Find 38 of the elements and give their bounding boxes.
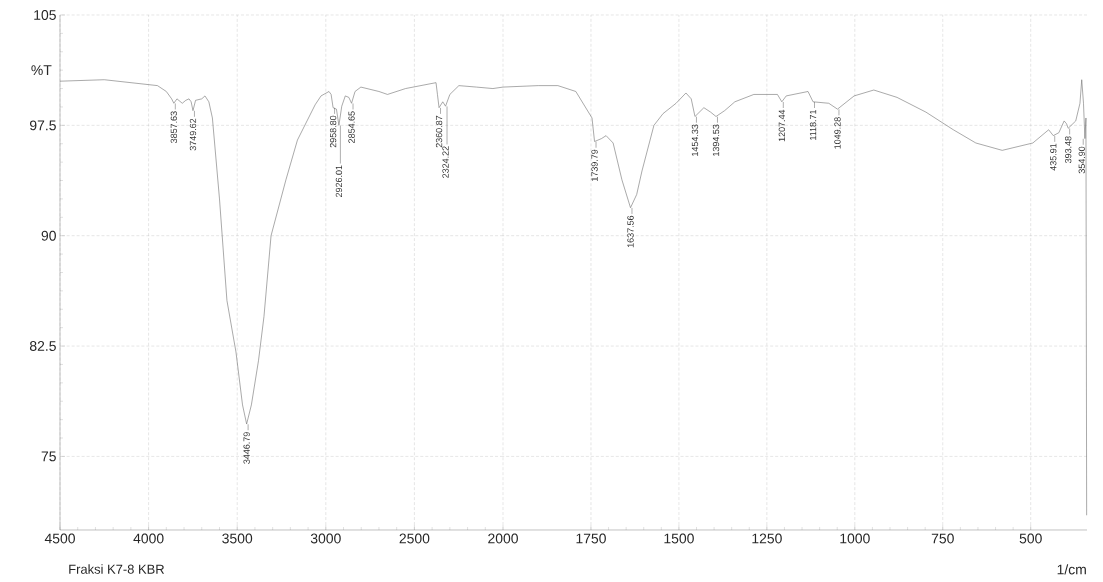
x-tick-label: 1250 xyxy=(752,533,782,544)
x-tick-label: 4000 xyxy=(133,533,164,544)
annotation: 1739.79 xyxy=(591,149,598,181)
annotation: 3749.62 xyxy=(189,118,197,151)
annotation: 3857.63 xyxy=(170,111,178,144)
annotation: 3446.79 xyxy=(243,432,250,464)
annotation: 1637.56 xyxy=(627,215,634,248)
annotation: 2854.65 xyxy=(348,111,355,143)
annotation: 2958.80 xyxy=(329,115,337,148)
annotation: 1118.71 xyxy=(809,109,817,140)
annotation: 1454.33 xyxy=(691,124,699,156)
y-tick-label: 82.5 xyxy=(29,341,56,351)
x-tick-label: 500 xyxy=(1019,533,1042,544)
x-tick-label: 2500 xyxy=(399,533,430,544)
x-tick-label: 1000 xyxy=(840,533,870,544)
y-axis-title: %T xyxy=(31,65,52,75)
annotation: 354.90 xyxy=(1078,146,1085,174)
y-tick-label: 90 xyxy=(41,230,56,241)
annotation: 435.91 xyxy=(1050,143,1057,171)
annotation: 393.48 xyxy=(1065,136,1072,164)
y-tick-label: 75 xyxy=(41,451,56,462)
annotation: 2926.01 xyxy=(335,165,343,197)
x-tick-label: 3000 xyxy=(310,533,341,544)
x-tick-label: 3500 xyxy=(222,533,253,544)
y-tick-label: 97.5 xyxy=(29,120,56,131)
x-tick-label: 2000 xyxy=(488,533,518,544)
x-tick-label: 1500 xyxy=(664,533,694,544)
x-tick-label: 1750 xyxy=(576,533,606,544)
x-tick-label: 4500 xyxy=(44,533,75,544)
x-axis-title: 1/cm xyxy=(1057,564,1086,575)
annotation: 1207.44 xyxy=(778,109,786,142)
annotation: 2324.22 xyxy=(442,146,449,178)
annotation: 2360.87 xyxy=(435,115,443,148)
text: Fraksi K7-8 KBR xyxy=(69,564,165,574)
annotation: 1394.53 xyxy=(712,124,720,156)
annotation: 1049.28 xyxy=(834,117,841,149)
x-tick-label: 750 xyxy=(931,533,954,544)
y-tick-label: 105 xyxy=(34,10,56,20)
